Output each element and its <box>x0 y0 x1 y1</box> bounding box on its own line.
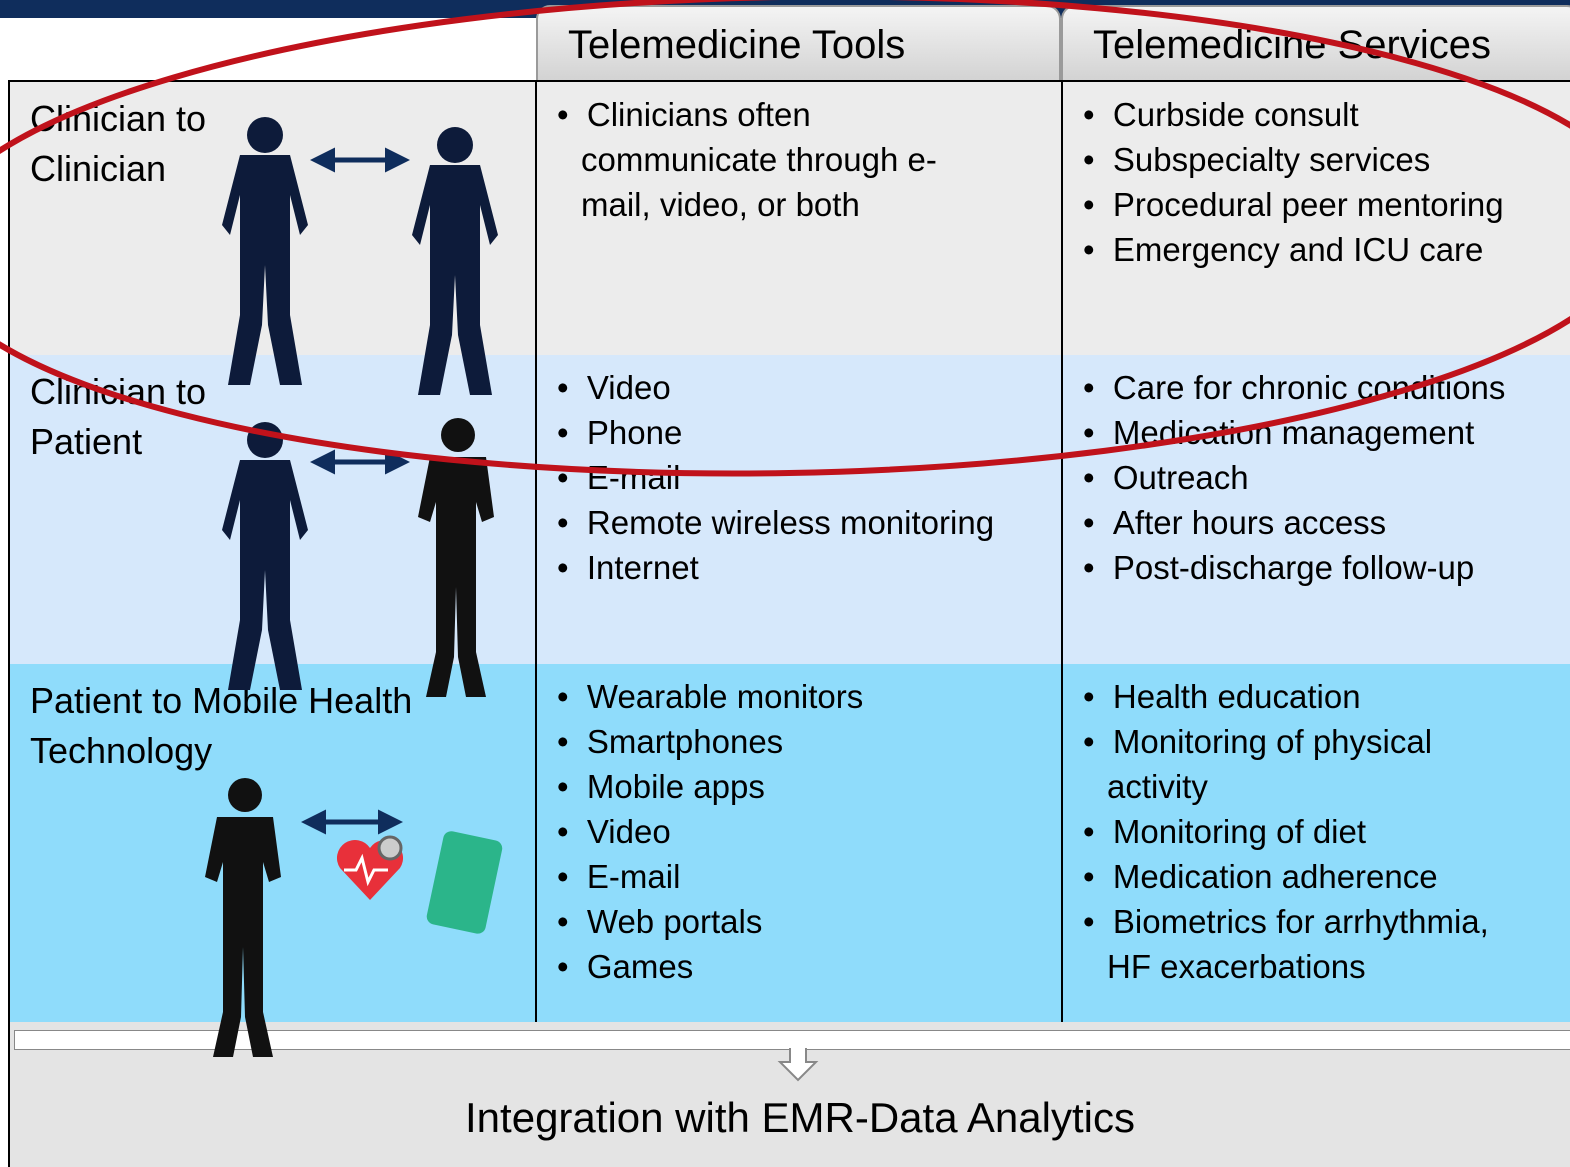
bullet-item: Video <box>557 365 1062 410</box>
bullet-list: Care for chronic conditionsMedication ma… <box>1083 365 1563 590</box>
row-label: Patient to Mobile Health Technology <box>30 680 413 771</box>
bullet-item: Phone <box>557 410 1062 455</box>
bullet-item: Procedural peer mentoring <box>1083 182 1563 227</box>
bullet-item: Curbside consult <box>1083 92 1563 137</box>
bullet-item: Monitoring of diet <box>1083 809 1538 854</box>
bullet-list: Curbside consultSubspecialty servicesPro… <box>1083 92 1563 272</box>
bullet-item: Monitoring of physical activity <box>1083 719 1538 809</box>
row-cell: Curbside consultSubspecialty servicesPro… <box>1061 82 1570 357</box>
footer-text: Integration with EMR-Data Analytics <box>465 1094 1135 1141</box>
bullet-item: Medication adherence <box>1083 854 1538 899</box>
bullet-item: Biometrics for arrhythmia, HF exacerbati… <box>1083 899 1538 989</box>
bullet-list: Health educationMonitoring of physical a… <box>1083 674 1538 989</box>
bullet-item: Games <box>557 944 1062 989</box>
bullet-item: Video <box>557 809 1062 854</box>
icon <box>336 831 503 934</box>
bullet-item: E-mail <box>557 854 1062 899</box>
bullet-item: Internet <box>557 545 1062 590</box>
bullet-item: Subspecialty services <box>1083 137 1563 182</box>
row-cell: Wearable monitorsSmartphonesMobile appsV… <box>535 664 1063 1024</box>
bullet-item: Remote wireless monitoring <box>557 500 1062 545</box>
arrow <box>301 147 410 835</box>
bullet-item: Mobile apps <box>557 764 1062 809</box>
bullet-list: Wearable monitorsSmartphonesMobile appsV… <box>557 674 1062 989</box>
bullet-item: Clinicians often communicate through e-m… <box>557 92 957 227</box>
bullet-item: Smartphones <box>557 719 1062 764</box>
row-cell: Care for chronic conditionsMedication ma… <box>1061 355 1570 666</box>
highlight-ellipse <box>0 0 1570 477</box>
column-header: Telemedicine Tools <box>536 5 1061 82</box>
bullet-item: Care for chronic conditions <box>1083 365 1563 410</box>
bullet-item: E-mail <box>557 455 1062 500</box>
column-header: Telemedicine Services <box>1061 5 1570 82</box>
row-cell: Clinicians often communicate through e-m… <box>535 82 1063 357</box>
bullet-list: VideoPhoneE-mailRemote wireless monitori… <box>557 365 1062 590</box>
down-arrow <box>777 1048 819 1082</box>
bullet-list: Clinicians often communicate through e-m… <box>557 92 957 227</box>
row-cell: VideoPhoneE-mailRemote wireless monitori… <box>535 355 1063 666</box>
bullet-item: Post-discharge follow-up <box>1083 545 1563 590</box>
bullet-item: After hours access <box>1083 500 1563 545</box>
bullet-item: Wearable monitors <box>557 674 1062 719</box>
row-label: Clinician to Patient <box>30 371 207 462</box>
bullet-item: Web portals <box>557 899 1062 944</box>
bullet-item: Outreach <box>1083 455 1563 500</box>
bullet-item: Health education <box>1083 674 1538 719</box>
bullet-item: Emergency and ICU care <box>1083 227 1563 272</box>
rule <box>8 80 1570 82</box>
row-cell: Health educationMonitoring of physical a… <box>1061 664 1570 1024</box>
